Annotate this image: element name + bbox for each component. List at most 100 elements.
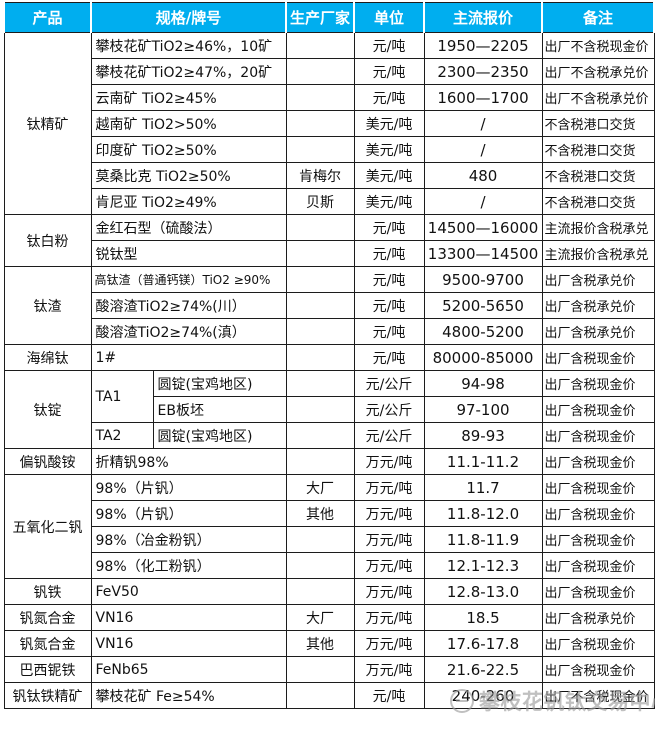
note-cell: 出厂含税现金价: [541, 396, 655, 423]
table-row: 钒氮合金 VN16 大厂 万元/吨 18.5 出厂含税承兑价: [3, 604, 655, 631]
note-cell: 主流报价含税承兑: [541, 214, 655, 241]
unit-cell: 元/吨: [353, 266, 425, 293]
manufacturer-cell: [285, 318, 355, 345]
table-row: 云南矿 TiO2≥45% 元/吨 1600—1700 出厂不含税承兑价: [4, 84, 655, 111]
unit-cell: 万元/吨: [353, 474, 425, 501]
spec-cell: 肯尼亚 TiO2≥49%: [90, 188, 287, 215]
note-cell: 出厂含税现金价: [541, 500, 655, 527]
manufacturer-cell: [285, 292, 355, 319]
unit-cell: 万元/吨: [353, 630, 425, 657]
table-row: 钒钛铁精矿 攀枝花矿 Fe≥54% 元/吨 240-260 出厂不含税现金价: [3, 682, 655, 709]
manufacturer-cell: [285, 214, 355, 241]
manufacturer-cell: [285, 552, 355, 579]
price-cell: 89-93: [423, 422, 543, 449]
table-row: 肯尼亚 TiO2≥49% 贝斯 美元/吨 / 不含税港口交货: [4, 188, 655, 215]
product-cell: 钛精矿: [3, 32, 92, 215]
table-row: 酸溶渣TiO2≥74%(滇） 元/吨 4800-5200 出厂含税承兑价: [4, 318, 655, 345]
table-row: 锐钛型 元/吨 13300—14500 主流报价含税承兑: [4, 240, 655, 267]
manufacturer-cell: 肯梅尔: [285, 162, 355, 189]
price-cell: 2300—2350: [423, 58, 543, 85]
table-row: 酸溶渣TiO2≥74%(川） 元/吨 5200-5650 出厂含税承兑价: [4, 292, 655, 319]
unit-cell: 元/吨: [353, 84, 425, 111]
manufacturer-cell: [285, 84, 355, 111]
manufacturer-cell: [285, 682, 355, 709]
unit-cell: 美元/吨: [353, 110, 425, 137]
table-row: 印度矿 TiO2≥50% 美元/吨 / 不含税港口交货: [4, 136, 655, 163]
unit-cell: 元/公斤: [353, 422, 425, 449]
spec-cell: FeNb65: [90, 656, 287, 683]
note-cell: 出厂不含税承兑价: [541, 58, 655, 85]
price-cell: 12.8-13.0: [423, 578, 543, 605]
unit-cell: 万元/吨: [353, 500, 425, 527]
table-row: 莫桑比克 TiO2≥50% 肯梅尔 美元/吨 480 不含税港口交货: [4, 162, 655, 189]
manufacturer-cell: [285, 344, 355, 371]
product-cell: 钛白粉: [3, 214, 92, 267]
spec-cell: 98%（片钒）: [90, 474, 287, 501]
unit-cell: 元/吨: [353, 240, 425, 267]
unit-cell: 元/吨: [353, 344, 425, 371]
price-cell: 13300—14500: [423, 240, 543, 267]
price-cell: 9500-9700: [423, 266, 543, 293]
price-cell: 11.8-11.9: [423, 526, 543, 553]
manufacturer-cell: [285, 266, 355, 293]
col-header-price: 主流报价: [423, 2, 544, 33]
table-row: 钛渣 高钛渣（普通钙镁）TiO2 ≥90% 元/吨 9500-9700 出厂含税…: [3, 266, 655, 345]
unit-cell: 万元/吨: [353, 656, 425, 683]
col-header-product: 产品: [3, 2, 92, 33]
grade-cell: TA1: [90, 370, 154, 423]
unit-cell: 元/公斤: [353, 370, 425, 397]
unit-cell: 元/吨: [353, 318, 425, 345]
note-cell: 出厂不含税承兑价: [541, 84, 655, 111]
spec-cell: VN16: [90, 604, 287, 631]
unit-cell: 元/吨: [353, 58, 425, 85]
note-cell: 出厂含税承兑价: [541, 318, 655, 345]
manufacturer-cell: [285, 136, 355, 163]
note-cell: 出厂含税承兑价: [541, 604, 655, 631]
spec-cell: 攀枝花矿TiO2≥46%，10矿: [90, 32, 287, 59]
table-row: 钛白粉 金红石型（硫酸法） 元/吨 14500—16000 主流报价含税承兑: [3, 214, 655, 267]
product-cell: 海绵钛: [3, 344, 92, 371]
note-cell: 出厂含税承兑价: [541, 292, 655, 319]
manufacturer-cell: [285, 448, 355, 475]
price-cell: 14500—16000: [423, 214, 543, 241]
price-cell: 11.8-12.0: [423, 500, 543, 527]
unit-cell: 美元/吨: [353, 162, 425, 189]
price-cell: /: [423, 136, 543, 163]
note-cell: 出厂含税现金价: [541, 344, 655, 371]
product-cell: 钛锭: [3, 370, 92, 449]
price-cell: 17.6-17.8: [423, 630, 543, 657]
note-cell: 出厂含税现金价: [541, 526, 655, 553]
manufacturer-cell: [285, 110, 355, 137]
unit-cell: 元/吨: [353, 32, 425, 59]
spec-cell: 酸溶渣TiO2≥74%(川）: [90, 292, 287, 319]
spec-cell: 莫桑比克 TiO2≥50%: [90, 162, 287, 189]
note-cell: 不含税港口交货: [541, 162, 655, 189]
manufacturer-cell: 大厂: [285, 474, 355, 501]
spec-cell: 98%（冶金粉钒）: [90, 526, 287, 553]
price-cell: 11.1-11.2: [423, 448, 543, 475]
manufacturer-cell: 其他: [285, 500, 355, 527]
spec-cell: 圆锭(宝鸡地区): [152, 370, 287, 397]
manufacturer-cell: [285, 578, 355, 605]
price-cell: 12.1-12.3: [423, 552, 543, 579]
spec-cell: 折精钒98%: [90, 448, 287, 475]
table-row: 钛锭 TA1 圆锭(宝鸡地区) 元/公斤 94-98 出厂含税现金价: [3, 370, 655, 449]
product-cell: 钛渣: [3, 266, 92, 345]
col-header-note: 备注: [541, 2, 655, 33]
manufacturer-cell: [285, 240, 355, 267]
unit-cell: 元/吨: [353, 214, 425, 241]
col-header-manufacturer: 生产厂家: [285, 2, 356, 33]
unit-cell: 万元/吨: [353, 448, 425, 475]
note-cell: 出厂含税承兑价: [541, 266, 655, 293]
price-cell: 97-100: [423, 396, 543, 423]
table-row: 五氧化二钒 98%（片钒） 大厂 万元/吨 11.7 出厂含税现金价: [3, 474, 655, 579]
note-cell: 不含税港口交货: [541, 188, 655, 215]
price-cell: 80000-85000: [423, 344, 543, 371]
note-cell: 出厂含税现金价: [541, 578, 655, 605]
col-header-unit: 单位: [353, 2, 426, 33]
grade-cell: TA2: [90, 422, 154, 449]
unit-cell: 美元/吨: [353, 136, 425, 163]
table-row: TA2 圆锭(宝鸡地区) 元/公斤 89-93 出厂含税现金价: [4, 422, 655, 449]
spec-cell: 锐钛型: [90, 240, 287, 267]
